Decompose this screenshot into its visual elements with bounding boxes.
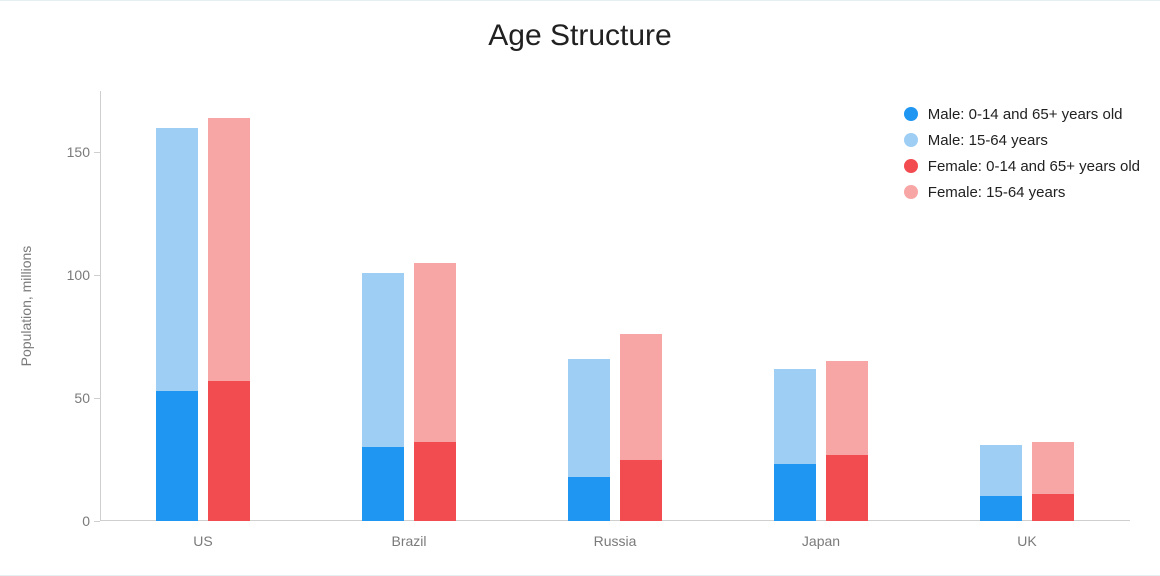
chart-title: Age Structure: [0, 19, 1160, 53]
legend-label: Female: 0-14 and 65+ years old: [928, 158, 1140, 175]
legend-label: Male: 0-14 and 65+ years old: [928, 106, 1123, 123]
bar-segment: [620, 460, 662, 521]
bar-segment: [156, 128, 198, 391]
legend-swatch: [904, 107, 918, 121]
chart-frame: Age Structure Population, millions 0 50 10…: [0, 0, 1160, 576]
bar-segment: [362, 273, 404, 447]
legend-label: Male: 15-64 years: [928, 132, 1048, 149]
bar-segment: [208, 381, 250, 521]
bar-segment: [156, 391, 198, 521]
legend-item: Male: 15-64 years: [904, 127, 1140, 153]
bar-segment: [980, 496, 1022, 521]
bar-segment: [620, 334, 662, 459]
bar-segment: [1032, 494, 1074, 521]
y-tick-label: 50: [40, 390, 90, 406]
bar-segment: [774, 369, 816, 465]
x-category-label: Japan: [802, 533, 840, 549]
legend-swatch: [904, 133, 918, 147]
y-tick: [94, 398, 100, 399]
y-tick: [94, 521, 100, 522]
y-tick-label: 100: [40, 267, 90, 283]
x-category-label: Russia: [594, 533, 637, 549]
bar-segment: [208, 118, 250, 381]
legend-item: Female: 0-14 and 65+ years old: [904, 153, 1140, 179]
y-tick-label: 0: [40, 513, 90, 529]
x-axis: [100, 520, 1130, 521]
y-axis: [100, 91, 101, 521]
bar-segment: [568, 359, 610, 477]
x-category-label: US: [193, 533, 212, 549]
bar-segment: [980, 445, 1022, 497]
legend-swatch: [904, 185, 918, 199]
bar-segment: [414, 263, 456, 442]
y-tick-label: 150: [40, 144, 90, 160]
x-category-label: Brazil: [391, 533, 426, 549]
bar-segment: [774, 464, 816, 521]
y-axis-title: Population, millions: [18, 246, 34, 367]
bar-segment: [362, 447, 404, 521]
legend-item: Female: 15-64 years: [904, 179, 1140, 205]
bar-segment: [414, 442, 456, 521]
legend: Male: 0-14 and 65+ years old Male: 15-64 …: [904, 101, 1140, 205]
legend-label: Female: 15-64 years: [928, 184, 1066, 201]
bar-segment: [826, 455, 868, 521]
bar-segment: [1032, 442, 1074, 494]
legend-swatch: [904, 159, 918, 173]
x-category-label: UK: [1017, 533, 1036, 549]
bar-segment: [568, 477, 610, 521]
y-tick: [94, 152, 100, 153]
y-tick: [94, 275, 100, 276]
legend-item: Male: 0-14 and 65+ years old: [904, 101, 1140, 127]
bar-segment: [826, 361, 868, 454]
